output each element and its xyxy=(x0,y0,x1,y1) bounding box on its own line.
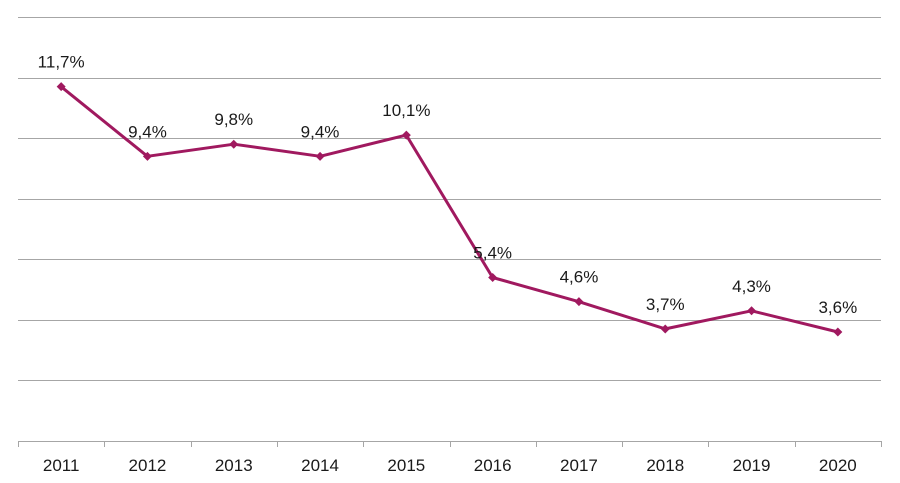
data-label: 11,7% xyxy=(38,53,85,72)
data-label: 3,6% xyxy=(818,298,857,317)
x-tick-label: 2016 xyxy=(474,456,512,475)
data-point xyxy=(833,327,843,337)
data-point xyxy=(315,151,325,161)
data-label: 9,8% xyxy=(214,110,253,129)
data-point xyxy=(747,306,757,316)
gridlines xyxy=(18,17,881,381)
data-label: 9,4% xyxy=(128,122,167,141)
data-labels: 11,7% 9,4% 9,8% 9,4% 10,1% 5,4% 4,6% 3,7% 4,3% 3,… xyxy=(38,53,858,317)
data-label: 3,7% xyxy=(646,295,685,314)
data-point xyxy=(401,130,411,140)
data-label: 5,4% xyxy=(473,243,512,262)
x-axis: 2011 2012 2013 2014 2015 2016 2017 2018 2019 2020 xyxy=(18,441,882,475)
data-label: 10,1% xyxy=(382,101,430,120)
data-label: 4,6% xyxy=(560,268,599,287)
series-line xyxy=(60,85,839,334)
x-tick-label: 2014 xyxy=(301,456,339,475)
data-point xyxy=(56,82,66,92)
x-tick-label: 2018 xyxy=(646,456,684,475)
x-tick-label: 2020 xyxy=(819,456,857,475)
data-point xyxy=(229,139,239,149)
data-point xyxy=(574,297,584,307)
data-label: 9,4% xyxy=(301,122,340,141)
data-label: 4,3% xyxy=(732,277,771,296)
data-point xyxy=(660,324,670,334)
x-tick-label: 2012 xyxy=(129,456,167,475)
x-tick-label: 2015 xyxy=(387,456,425,475)
x-tick-label: 2017 xyxy=(560,456,598,475)
data-point xyxy=(142,151,152,161)
x-tick-label: 2019 xyxy=(733,456,771,475)
x-tick-label: 2013 xyxy=(215,456,253,475)
data-point xyxy=(488,272,498,282)
x-tick-label: 2011 xyxy=(43,456,80,475)
series-layer xyxy=(56,82,843,337)
